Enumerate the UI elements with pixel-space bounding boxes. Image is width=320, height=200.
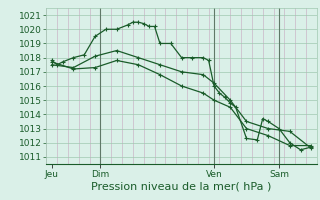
X-axis label: Pression niveau de la mer( hPa ): Pression niveau de la mer( hPa ) (92, 181, 272, 191)
